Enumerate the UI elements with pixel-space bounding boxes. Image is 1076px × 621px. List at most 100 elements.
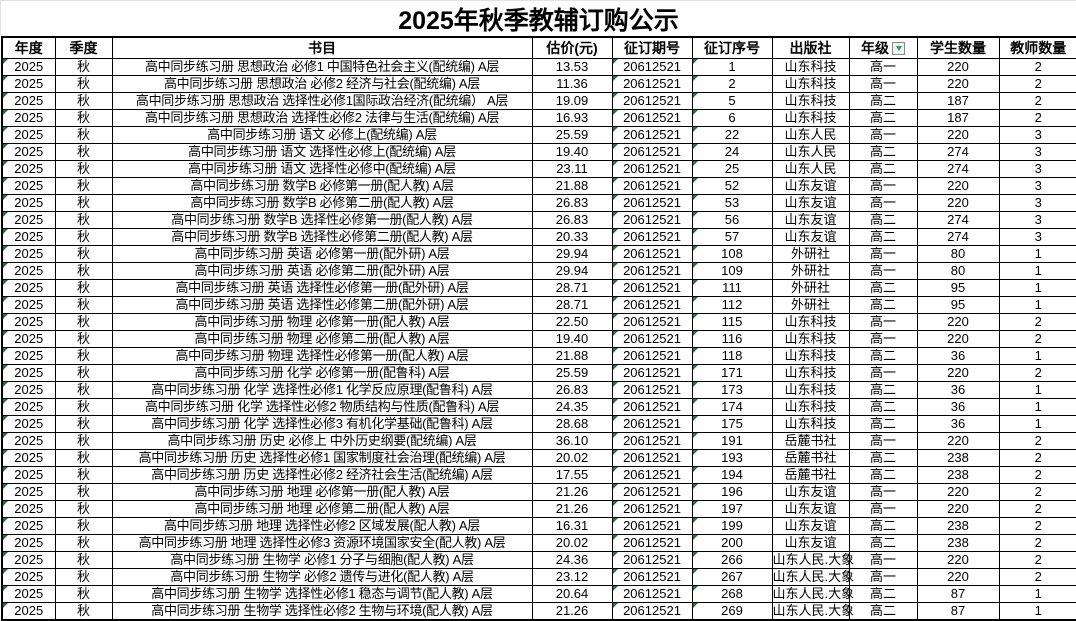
year-cell[interactable]: 2025 [1, 534, 56, 552]
price-cell[interactable]: 29.94 [531, 245, 613, 263]
price-cell[interactable]: 11.36 [531, 75, 613, 93]
teacher-count-cell[interactable]: 2 [998, 109, 1076, 127]
price-cell[interactable]: 25.59 [531, 364, 613, 382]
year-cell[interactable]: 2025 [1, 177, 56, 195]
publisher-cell[interactable]: 外研社 [771, 296, 850, 314]
publisher-cell[interactable]: 外研社 [771, 262, 850, 280]
publisher-cell[interactable]: 山东友谊 [771, 534, 850, 552]
year-cell[interactable]: 2025 [1, 58, 56, 76]
serial-number-cell[interactable]: 200 [691, 534, 773, 552]
publisher-cell[interactable]: 山东人民.大象 [771, 585, 855, 603]
column-header-issue-number[interactable]: 征订期号 [611, 36, 693, 59]
column-header-publisher[interactable]: 出版社 [771, 36, 850, 59]
column-header-teacher-count[interactable]: 教师数量 [998, 36, 1076, 59]
teacher-count-cell[interactable]: 2 [998, 568, 1076, 586]
grade-cell[interactable]: 高一 [848, 551, 918, 569]
book-cell[interactable]: 高中同步练习册 思想政治 选择性必修2 法律与生活(配统编) A层 [111, 109, 533, 127]
book-cell[interactable]: 高中同步练习册 物理 必修第一册(配人教) A层 [111, 313, 533, 331]
issue-number-cell[interactable]: 20612521 [611, 92, 693, 110]
season-cell[interactable]: 秋 [54, 381, 113, 399]
teacher-count-cell[interactable]: 1 [998, 347, 1076, 365]
issue-number-cell[interactable]: 20612521 [611, 126, 693, 144]
issue-number-cell[interactable]: 20612521 [611, 228, 693, 246]
price-cell[interactable]: 24.35 [531, 398, 613, 416]
price-cell[interactable]: 21.26 [531, 500, 613, 518]
grade-cell[interactable]: 高二 [848, 517, 918, 535]
year-cell[interactable]: 2025 [1, 483, 56, 501]
serial-number-cell[interactable]: 174 [691, 398, 773, 416]
year-cell[interactable]: 2025 [1, 313, 56, 331]
teacher-count-cell[interactable]: 1 [998, 381, 1076, 399]
teacher-count-cell[interactable]: 2 [998, 466, 1076, 484]
publisher-cell[interactable]: 山东人民.大象 [771, 602, 855, 621]
season-cell[interactable]: 秋 [54, 568, 113, 586]
student-count-cell[interactable]: 220 [916, 330, 1000, 348]
issue-number-cell[interactable]: 20612521 [611, 364, 693, 382]
book-cell[interactable]: 高中同步练习册 物理 必修第二册(配人教) A层 [111, 330, 533, 348]
publisher-cell[interactable]: 外研社 [771, 279, 850, 297]
grade-cell[interactable]: 高二 [848, 585, 918, 603]
publisher-cell[interactable]: 山东友谊 [771, 194, 850, 212]
publisher-cell[interactable]: 山东科技 [771, 347, 850, 365]
serial-number-cell[interactable]: 191 [691, 432, 773, 450]
year-cell[interactable]: 2025 [1, 347, 56, 365]
issue-number-cell[interactable]: 20612521 [611, 432, 693, 450]
serial-number-cell[interactable]: 22 [691, 126, 773, 144]
teacher-count-cell[interactable]: 1 [998, 398, 1076, 416]
grade-cell[interactable]: 高一 [848, 313, 918, 331]
grade-cell[interactable]: 高一 [848, 194, 918, 212]
book-cell[interactable]: 高中同步练习册 英语 选择性必修第一册(配外研) A层 [111, 279, 533, 297]
publisher-cell[interactable]: 山东科技 [771, 398, 850, 416]
price-cell[interactable]: 21.88 [531, 347, 613, 365]
student-count-cell[interactable]: 36 [916, 398, 1000, 416]
student-count-cell[interactable]: 36 [916, 415, 1000, 433]
serial-number-cell[interactable]: 6 [691, 109, 773, 127]
student-count-cell[interactable]: 220 [916, 551, 1000, 569]
book-cell[interactable]: 高中同步练习册 语文 选择性必修上(配统编) A层 [111, 143, 533, 161]
issue-number-cell[interactable]: 20612521 [611, 143, 693, 161]
teacher-count-cell[interactable]: 3 [998, 143, 1076, 161]
grade-cell[interactable]: 高一 [848, 568, 918, 586]
publisher-cell[interactable]: 山东友谊 [771, 517, 850, 535]
price-cell[interactable]: 13.53 [531, 58, 613, 76]
year-cell[interactable]: 2025 [1, 296, 56, 314]
book-cell[interactable]: 高中同步练习册 地理 必修第一册(配人教) A层 [111, 483, 533, 501]
grade-cell[interactable]: 高二 [848, 143, 918, 161]
season-cell[interactable]: 秋 [54, 534, 113, 552]
student-count-cell[interactable]: 274 [916, 211, 1000, 229]
grade-cell[interactable]: 高一 [848, 262, 918, 280]
book-cell[interactable]: 高中同步练习册 思想政治 选择性必修1国际政治经济(配统编） A层 [111, 92, 533, 110]
publisher-cell[interactable]: 山东科技 [771, 313, 850, 331]
season-cell[interactable]: 秋 [54, 245, 113, 263]
serial-number-cell[interactable]: 171 [691, 364, 773, 382]
year-cell[interactable]: 2025 [1, 568, 56, 586]
column-header-serial-number[interactable]: 征订序号 [691, 36, 773, 59]
season-cell[interactable]: 秋 [54, 483, 113, 501]
student-count-cell[interactable]: 220 [916, 126, 1000, 144]
book-cell[interactable]: 高中同步练习册 语文 必修上(配统编) A层 [111, 126, 533, 144]
publisher-cell[interactable]: 山东科技 [771, 381, 850, 399]
teacher-count-cell[interactable]: 2 [998, 551, 1076, 569]
publisher-cell[interactable]: 外研社 [771, 245, 850, 263]
serial-number-cell[interactable]: 108 [691, 245, 773, 263]
student-count-cell[interactable]: 187 [916, 92, 1000, 110]
teacher-count-cell[interactable]: 1 [998, 602, 1076, 621]
publisher-cell[interactable]: 山东科技 [771, 75, 850, 93]
student-count-cell[interactable]: 80 [916, 245, 1000, 263]
grade-cell[interactable]: 高一 [848, 432, 918, 450]
serial-number-cell[interactable]: 25 [691, 160, 773, 178]
year-cell[interactable]: 2025 [1, 415, 56, 433]
serial-number-cell[interactable]: 118 [691, 347, 773, 365]
price-cell[interactable]: 19.40 [531, 330, 613, 348]
grade-cell[interactable]: 高二 [848, 211, 918, 229]
serial-number-cell[interactable]: 196 [691, 483, 773, 501]
issue-number-cell[interactable]: 20612521 [611, 602, 693, 621]
grade-cell[interactable]: 高一 [848, 126, 918, 144]
teacher-count-cell[interactable]: 1 [998, 262, 1076, 280]
publisher-cell[interactable]: 山东友谊 [771, 211, 850, 229]
price-cell[interactable]: 19.09 [531, 92, 613, 110]
price-cell[interactable]: 25.59 [531, 126, 613, 144]
book-cell[interactable]: 高中同步练习册 生物学 选择性必修2 生物与环境(配人教) A层 [111, 602, 533, 621]
price-cell[interactable]: 22.50 [531, 313, 613, 331]
book-cell[interactable]: 高中同步练习册 思想政治 必修2 经济与社会(配统编) A层 [111, 75, 533, 93]
